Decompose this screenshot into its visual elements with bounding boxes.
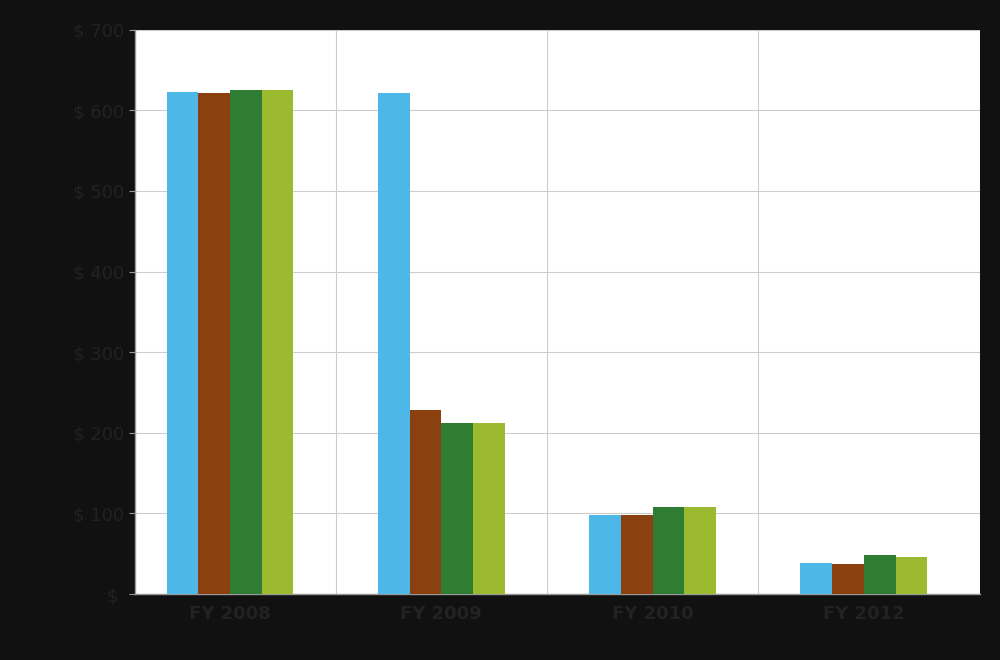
Bar: [653, 507, 684, 594]
Bar: [589, 515, 621, 594]
Bar: [832, 564, 864, 594]
Bar: [621, 515, 653, 594]
Bar: [473, 423, 505, 594]
Bar: [230, 90, 262, 594]
Bar: [167, 92, 198, 594]
Bar: [441, 423, 473, 594]
Bar: [800, 564, 832, 594]
Bar: [896, 557, 927, 594]
Bar: [410, 411, 441, 594]
Bar: [198, 92, 230, 594]
Bar: [684, 507, 716, 594]
Bar: [864, 555, 896, 594]
Bar: [262, 90, 293, 594]
Bar: [378, 92, 410, 594]
